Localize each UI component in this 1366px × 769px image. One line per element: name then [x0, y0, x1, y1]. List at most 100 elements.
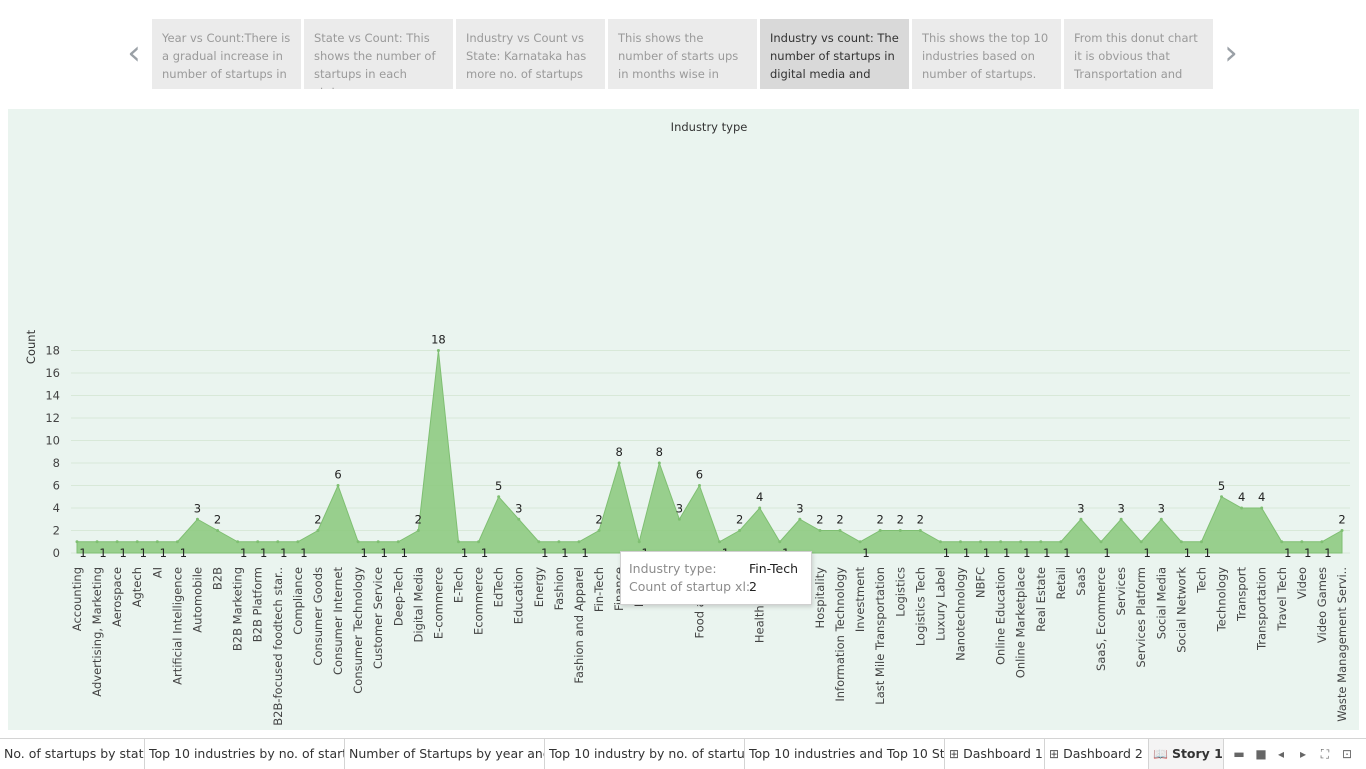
data-point	[878, 529, 882, 532]
data-label: 5	[1218, 479, 1225, 493]
x-tick-label: Travel Tech	[1275, 567, 1289, 632]
data-label: 2	[736, 513, 743, 527]
x-tick-label: Luxury Label	[933, 567, 947, 641]
tooltip-row-count: Count of startup xl: 2	[629, 578, 757, 596]
x-tick-label: Logistics Tech	[913, 567, 927, 646]
data-point	[838, 529, 842, 532]
chart-tooltip: Industry type: Fin-Tech Count of startup…	[620, 551, 812, 605]
story-point-3[interactable]: Industry vs Count vs State: Karnataka ha…	[456, 19, 605, 89]
sheet-tab-6[interactable]: ⊞ Dashboard 1	[945, 739, 1045, 769]
story-icon: 📖	[1153, 747, 1168, 761]
sheet-tab-label: Story 1	[1171, 746, 1223, 761]
x-tick-label: Customer Service	[371, 567, 385, 669]
data-label: 1	[541, 546, 548, 560]
data-point	[758, 506, 762, 510]
y-tick-label: 12	[45, 411, 60, 425]
sheet-tab-5[interactable]: Top 10 industries and Top 10 St...	[745, 739, 945, 769]
x-tick-label: Digital Media	[411, 567, 425, 643]
data-label: 1	[983, 546, 990, 560]
single-view-icon[interactable]: ■	[1255, 747, 1267, 761]
story-point-6[interactable]: This shows the top 10 industries based o…	[912, 19, 1061, 89]
x-tick-label: Logistics	[893, 567, 907, 617]
data-point	[738, 529, 742, 532]
data-point	[778, 540, 782, 544]
data-point	[75, 540, 79, 544]
data-point	[135, 540, 139, 544]
data-label: 1	[1184, 546, 1191, 560]
y-tick-label: 16	[45, 366, 60, 380]
x-tick-label: Nanotechnology	[953, 567, 967, 661]
sheet-tab-1[interactable]: No. of startups by state	[0, 739, 145, 769]
previous-sheet-icon[interactable]: ◂	[1277, 747, 1285, 761]
data-label: 4	[1258, 490, 1265, 504]
data-point	[457, 540, 461, 544]
x-tick-label: Accounting	[70, 567, 84, 631]
data-label: 3	[1077, 501, 1084, 515]
x-tick-label: B2B Marketing	[231, 567, 245, 651]
story-point-4[interactable]: This shows the number of starts ups in m…	[608, 19, 757, 89]
x-tick-label: Aerospace	[110, 567, 124, 627]
data-label: 2	[897, 513, 904, 527]
x-tick-label: Real Estate	[1034, 567, 1048, 632]
data-point	[617, 461, 621, 465]
filmstrip-view-icon[interactable]: ▬	[1233, 747, 1245, 761]
sheet-tab-label: No. of startups by state	[4, 746, 145, 761]
tooltip-value-count: 2	[749, 579, 757, 594]
y-tick-label: 18	[45, 344, 60, 358]
x-tick-label: E-Tech	[452, 567, 466, 603]
sheet-tab-3[interactable]: Number of Startups by year and...	[345, 739, 545, 769]
data-point	[1220, 495, 1224, 499]
data-point	[356, 540, 360, 544]
presentation-mode-icon[interactable]: ⊡	[1341, 747, 1353, 761]
x-tick-label: Investment	[853, 567, 867, 633]
x-tick-label: Retail	[1054, 567, 1068, 600]
sheet-tab-label: Dashboard 1	[963, 746, 1043, 761]
data-point	[1159, 517, 1163, 521]
x-tick-label: Agtech	[130, 567, 144, 607]
data-point	[396, 540, 400, 544]
data-label: 2	[595, 513, 602, 527]
data-point	[477, 540, 481, 544]
data-point	[296, 540, 300, 544]
story-point-7[interactable]: From this donut chart it is obvious that…	[1064, 19, 1213, 89]
data-label: 2	[314, 513, 321, 527]
story-point-1[interactable]: Year vs Count:There is a gradual increas…	[152, 19, 301, 89]
y-axis-label: Count	[24, 329, 38, 364]
chart-title: Industry type	[671, 120, 748, 134]
data-point	[1179, 540, 1183, 544]
data-point	[236, 540, 240, 544]
data-label: 1	[300, 546, 307, 560]
data-label: 1	[381, 546, 388, 560]
data-label: 8	[656, 445, 663, 459]
data-point	[999, 540, 1003, 544]
data-label: 1	[140, 546, 147, 560]
sheet-tab-7[interactable]: ⊞ Dashboard 2	[1045, 739, 1149, 769]
sheet-tab-4[interactable]: Top 10 industry by no. of startups	[545, 739, 745, 769]
dashboard-icon: ⊞	[1049, 747, 1060, 761]
next-sheet-icon[interactable]: ▸	[1299, 747, 1307, 761]
previous-story-point-button[interactable]: ‹	[127, 33, 141, 73]
data-label: 1	[160, 546, 167, 560]
sheet-tab-label: Number of Startups by year and...	[349, 746, 545, 761]
story-point-5[interactable]: Industry vs count: The number of startup…	[760, 19, 909, 89]
data-label: 2	[836, 513, 843, 527]
sheet-tab-8[interactable]: 📖 Story 1	[1149, 739, 1224, 769]
data-point	[1059, 540, 1063, 544]
story-point-2[interactable]: State vs Count: This shows the number of…	[304, 19, 453, 89]
data-label: 1	[99, 546, 106, 560]
data-label: 1	[119, 546, 126, 560]
data-label: 5	[495, 479, 502, 493]
sheet-tab-2[interactable]: Top 10 industries by no. of start...	[145, 739, 345, 769]
data-label: 2	[877, 513, 884, 527]
fit-to-window-icon[interactable]: ⛶	[1320, 747, 1330, 761]
x-tick-label: B2B	[211, 567, 225, 590]
x-tick-label: Deep-Tech	[391, 567, 405, 626]
data-label: 3	[796, 501, 803, 515]
next-story-point-button[interactable]: ›	[1224, 33, 1238, 73]
data-label: 18	[431, 333, 446, 347]
data-label: 2	[816, 513, 823, 527]
data-label: 1	[862, 546, 869, 560]
tooltip-key-count: Count of startup xl:	[629, 579, 751, 594]
data-point	[798, 517, 802, 521]
